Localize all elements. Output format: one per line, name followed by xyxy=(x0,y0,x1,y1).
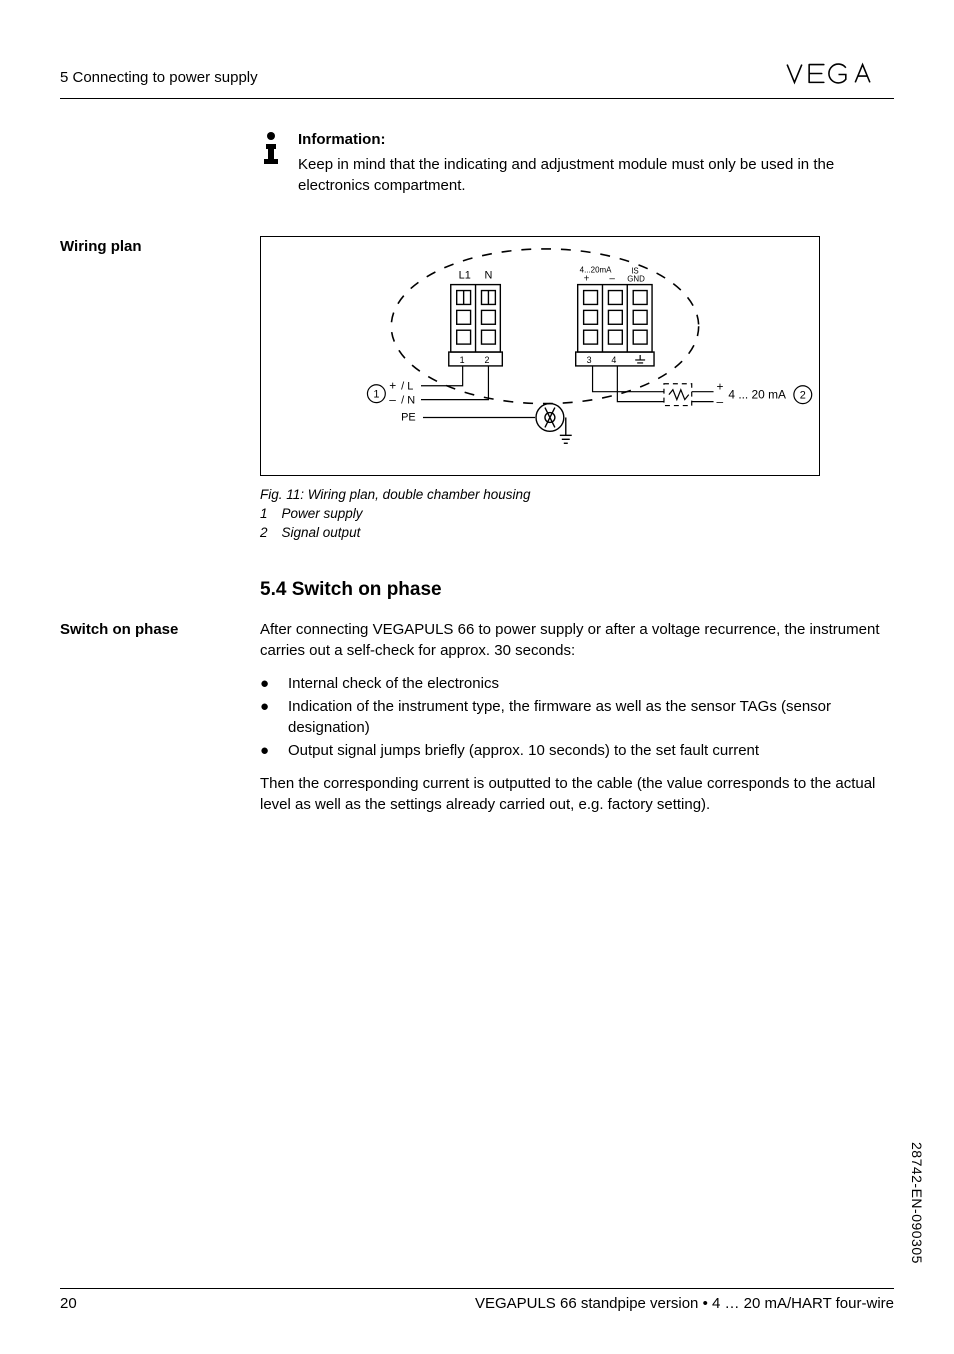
list-item: ● Indication of the instrument type, the … xyxy=(260,696,894,738)
document-id-vertical: 28742-EN-090305 xyxy=(906,1142,926,1264)
margin-label-wiring-plan: Wiring plan xyxy=(60,236,240,619)
lbl-Nline: / N xyxy=(401,395,415,407)
switch-para-2: Then the corresponding current is output… xyxy=(260,773,894,815)
lbl-420ma: 4 ... 20 mA xyxy=(728,388,786,402)
margin-label-switch-phase: Switch on phase xyxy=(60,619,240,827)
callout-2: 2 xyxy=(800,390,806,402)
switch-bullet-list: ● Internal check of the electronics ● Indi… xyxy=(260,673,894,761)
callout-1: 1 xyxy=(373,389,379,401)
footer-title: VEGAPULS 66 standpipe version • 4 … 20 m… xyxy=(475,1293,894,1314)
information-note: Information: Keep in mind that the indic… xyxy=(260,129,894,200)
sym-plus-right: + xyxy=(717,380,724,394)
footer-page-number: 20 xyxy=(60,1293,77,1314)
vega-logo xyxy=(784,60,894,94)
info-heading: Information: xyxy=(298,129,894,150)
switch-para-1: After connecting VEGAPULS 66 to power su… xyxy=(260,619,894,661)
figure-legend: 1 Power supply 2 Signal output xyxy=(260,505,894,543)
sym-minus-left: – xyxy=(389,393,396,407)
wiring-diagram-figure: L1 N 1 2 4...20mA + xyxy=(260,236,820,476)
label-N: N xyxy=(484,270,492,282)
label-L1: L1 xyxy=(459,270,471,282)
label-plus-small: + xyxy=(584,274,590,285)
sym-minus-right: – xyxy=(717,395,724,409)
page-header: 5 Connecting to power supply xyxy=(60,60,894,99)
label-minus-small: – xyxy=(609,274,615,285)
list-item: ● Output signal jumps briefly (approx. 10… xyxy=(260,740,894,761)
term-2: 2 xyxy=(484,355,489,365)
legend-text-1: Power supply xyxy=(282,505,363,524)
legend-num-1: 1 xyxy=(260,505,268,524)
lbl-L: / L xyxy=(401,381,413,393)
bullet-icon: ● xyxy=(260,673,274,694)
bullet-icon: ● xyxy=(260,740,274,761)
info-icon xyxy=(260,129,286,200)
lbl-PE: PE xyxy=(401,411,416,423)
figure-caption: Fig. 11: Wiring plan, double chamber hou… xyxy=(260,486,894,505)
bullet-icon: ● xyxy=(260,696,274,738)
sym-plus-left: + xyxy=(389,379,396,393)
legend-num-2: 2 xyxy=(260,524,268,543)
section-heading-5-4: 5.4 Switch on phase xyxy=(260,577,894,604)
info-body: Keep in mind that the indicating and adj… xyxy=(298,154,894,196)
header-section-label: 5 Connecting to power supply xyxy=(60,67,258,88)
page-footer: 20 VEGAPULS 66 standpipe version • 4 … 2… xyxy=(60,1288,894,1314)
legend-text-2: Signal output xyxy=(282,524,361,543)
bullet-text: Internal check of the electronics xyxy=(288,673,499,694)
bullet-text: Output signal jumps briefly (approx. 10 … xyxy=(288,740,759,761)
term-1: 1 xyxy=(460,355,465,365)
bullet-text: Indication of the instrument type, the f… xyxy=(288,696,894,738)
term-3: 3 xyxy=(587,355,592,365)
list-item: ● Internal check of the electronics xyxy=(260,673,894,694)
label-gnd: GND xyxy=(627,275,645,284)
term-4: 4 xyxy=(611,355,616,365)
